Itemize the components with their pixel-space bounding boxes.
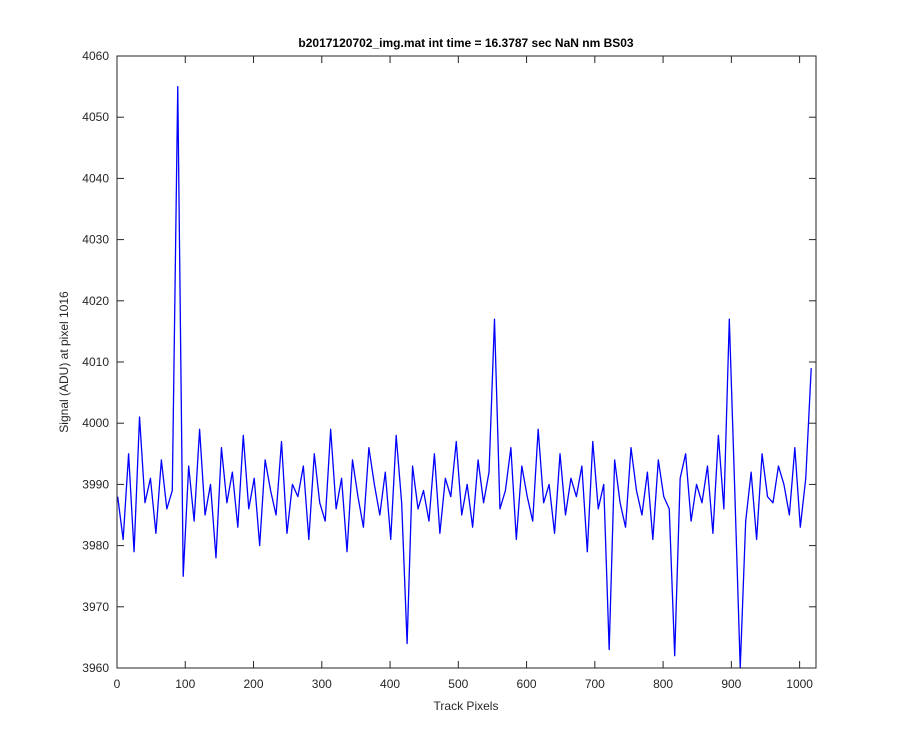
x-tick-label: 700: [585, 677, 605, 691]
y-tick-label: 4040: [82, 171, 109, 185]
y-tick-label: 3960: [82, 661, 109, 675]
y-tick-label: 3970: [82, 600, 109, 614]
series-layer: [117, 85, 812, 669]
x-tick-label: 400: [380, 677, 400, 691]
y-tick-label: 4030: [82, 233, 109, 247]
y-tick-label: 3990: [82, 477, 109, 491]
x-tick-label: 1000: [786, 677, 813, 691]
y-tick-label: 4020: [82, 294, 109, 308]
x-tick-label: 600: [517, 677, 537, 691]
y-tick-label: 4060: [82, 49, 109, 63]
x-tick-label: 300: [312, 677, 332, 691]
y-tick-label: 4050: [82, 110, 109, 124]
x-axis: 0 100 200 300 400 500 600 700 800 900 1000: [114, 56, 813, 691]
y-tick-label: 4000: [82, 416, 109, 430]
x-tick-label: 0: [114, 677, 121, 691]
y-tick-label: 3980: [82, 539, 109, 553]
series-line-0: [117, 85, 812, 669]
x-axis-label: Track Pixels: [434, 699, 499, 713]
chart-title: b2017120702_img.mat int time = 16.3787 s…: [298, 36, 634, 50]
y-axis: 3960 3970 3980 3990 4000 4010 4020 4030 4040 4050…: [82, 49, 816, 675]
plot-background: [117, 56, 816, 668]
x-tick-label: 100: [175, 677, 195, 691]
y-tick-label: 4010: [82, 355, 109, 369]
x-tick-label: 900: [721, 677, 741, 691]
x-tick-label: 500: [448, 677, 468, 691]
y-axis-label: Signal (ADU) at pixel 1016: [57, 291, 71, 433]
x-tick-label: 200: [244, 677, 264, 691]
x-tick-label: 800: [653, 677, 673, 691]
